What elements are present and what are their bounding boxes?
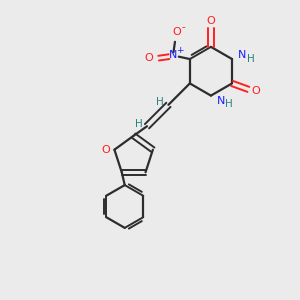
Text: H: H — [156, 98, 164, 107]
Text: -: - — [182, 22, 185, 32]
Text: O: O — [102, 145, 110, 155]
Text: O: O — [172, 27, 181, 37]
Text: N: N — [238, 50, 247, 61]
Text: N: N — [217, 96, 226, 106]
Text: H: H — [226, 99, 233, 109]
Text: H: H — [247, 54, 254, 64]
Text: O: O — [251, 86, 260, 96]
Text: +: + — [176, 46, 184, 55]
Text: N: N — [169, 50, 178, 60]
Text: H: H — [135, 119, 142, 129]
Text: O: O — [207, 16, 215, 26]
Text: O: O — [145, 52, 154, 63]
